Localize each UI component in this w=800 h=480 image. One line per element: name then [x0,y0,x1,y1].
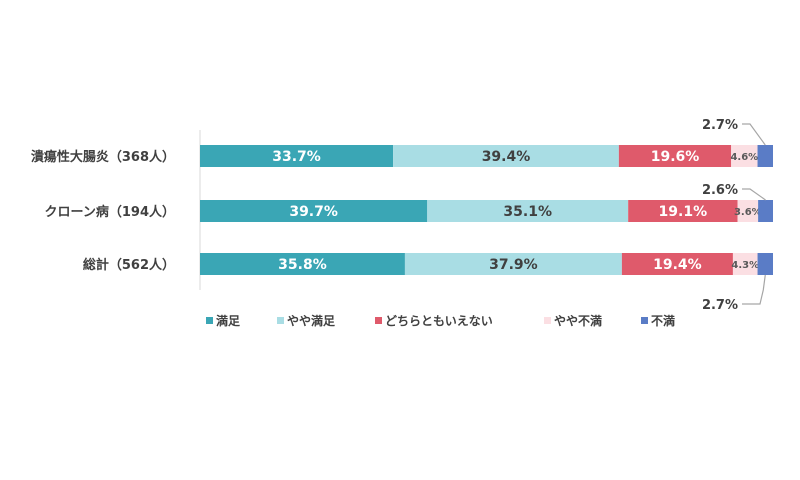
data-label: 19.4% [653,257,702,273]
legend-swatch [544,317,551,324]
bar-segment [757,145,773,167]
data-label: 2.7% [702,118,738,133]
bar-segment [628,200,738,222]
legend-swatch [206,317,213,324]
data-label: 35.8% [278,257,327,273]
data-label: 39.4% [482,149,531,165]
data-label: 3.6% [734,207,762,218]
bar-segment [621,253,733,275]
legend-label: 満足 [216,313,240,328]
bar-segment [200,253,405,275]
data-label: 19.6% [651,149,700,165]
bar-segment [758,200,773,222]
bar-segment [200,145,394,167]
data-label: 4.3% [731,260,759,271]
leader-line [742,188,766,201]
data-label: 35.1% [503,204,552,220]
leader-line [742,123,766,146]
bar-segment [757,253,773,275]
bar-segment [732,253,758,275]
bar-segment [393,145,619,167]
leader-line [742,274,766,305]
bar-segment [731,145,758,167]
category-label: 潰瘍性大腸炎（368人） [31,149,175,165]
bar-segment [404,253,622,275]
bar-segment [737,200,759,222]
category-label: 総計（562人） [83,257,175,273]
legend-swatch [375,317,382,324]
legend-swatch [277,317,284,324]
data-label: 2.7% [702,298,738,313]
bar-segment [618,145,732,167]
legend-label: 不満 [651,313,675,328]
bar-segment [200,200,428,222]
legend-label: やや満足 [287,313,335,328]
data-label: 19.1% [659,204,708,220]
data-label: 39.7% [289,204,338,220]
data-label: 2.6% [702,183,738,198]
bar-segment [427,200,629,222]
legend-label: どちらともいえない [385,314,493,328]
legend-label: やや不満 [554,313,602,328]
data-label: 4.6% [730,152,758,163]
category-label: クローン病（194人） [45,204,176,220]
legend-swatch [641,317,648,324]
data-label: 33.7% [272,149,321,165]
data-label: 37.9% [489,257,538,273]
